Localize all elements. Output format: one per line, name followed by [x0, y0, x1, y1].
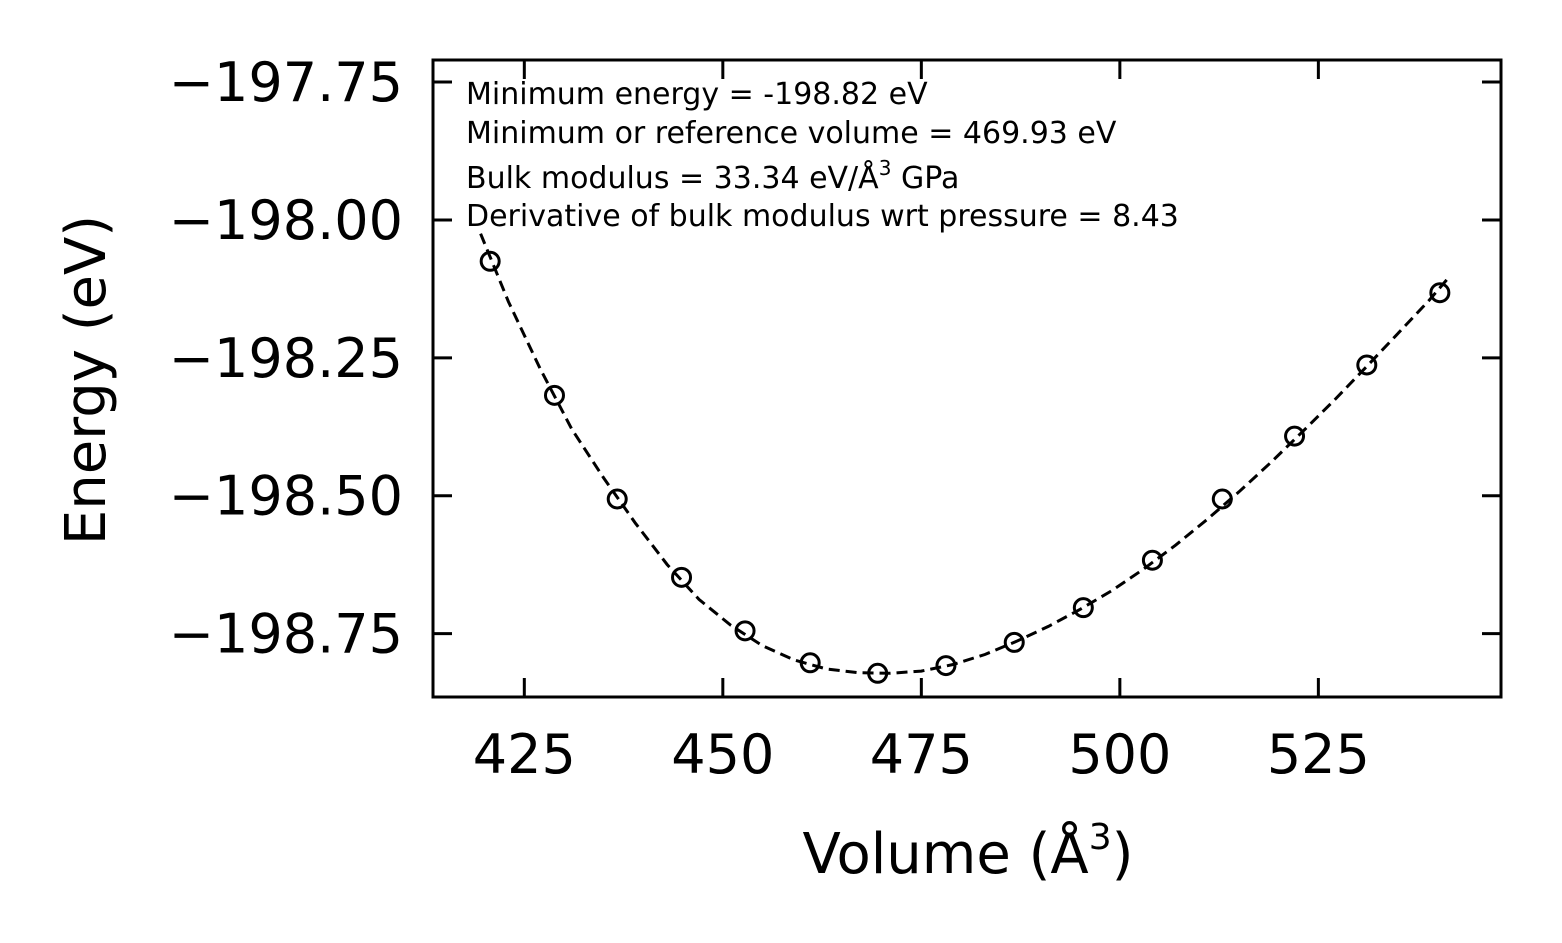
y-axis-label: Energy (eV) [54, 215, 119, 545]
fit-curve [479, 233, 1451, 675]
fit-curve-layer [479, 233, 1451, 675]
x-axis-label-base: Volume (Å [803, 821, 1089, 887]
data-point [1429, 282, 1451, 304]
data-point [799, 652, 821, 674]
x-axis-label-sup: 3 [1089, 817, 1112, 858]
x-tick-label: 500 [1068, 723, 1171, 786]
y-tick-label: −198.75 [169, 603, 403, 666]
data-point [1284, 425, 1306, 447]
x-tick-label: 525 [1267, 723, 1370, 786]
annotation-bulk-derivative: Derivative of bulk modulus wrt pressure … [466, 199, 1179, 234]
y-tick-label: −198.50 [169, 465, 403, 528]
x-axis-label-close: ) [1112, 822, 1134, 887]
annotation-bulk-modulus-sup: 3 [879, 156, 892, 180]
data-marker-layer [479, 250, 1451, 684]
annotation-bulk-modulus-tail: GPa [891, 161, 959, 196]
data-point [935, 655, 957, 677]
y-tick-label: −198.00 [169, 189, 403, 252]
data-point [734, 620, 756, 642]
x-tick-label: 450 [671, 723, 774, 786]
annotation-block: Minimum energy = -198.82 eV Minimum or r… [466, 77, 1179, 234]
annotation-bulk-modulus: Bulk modulus = 33.34 eV/Å3 GPa [466, 156, 959, 196]
data-point [543, 384, 565, 406]
data-point [1141, 549, 1163, 571]
data-point [606, 488, 628, 510]
x-tick-label: 425 [473, 723, 576, 786]
x-axis-label: Volume (Å3) [803, 817, 1134, 887]
data-point [867, 662, 889, 684]
data-point [671, 566, 693, 588]
data-point [1211, 488, 1233, 510]
data-point [1003, 631, 1025, 653]
data-point [1356, 354, 1378, 376]
data-point [479, 250, 501, 272]
annotation-min-volume: Minimum or reference volume = 469.93 eV [466, 116, 1117, 151]
y-tick-label: −198.25 [169, 327, 403, 390]
tick-layer: 425 450 475 500 525 −197.75 −198.00 −198.25 −198… [169, 51, 1501, 786]
data-point [1072, 597, 1094, 619]
annotation-min-energy: Minimum energy = -198.82 eV [466, 77, 928, 112]
x-tick-label: 475 [870, 723, 973, 786]
annotation-bulk-modulus-text: Bulk modulus = 33.34 eV/Å [466, 160, 879, 196]
plot-frame [431, 58, 1503, 699]
y-tick-label: −197.75 [169, 51, 403, 114]
